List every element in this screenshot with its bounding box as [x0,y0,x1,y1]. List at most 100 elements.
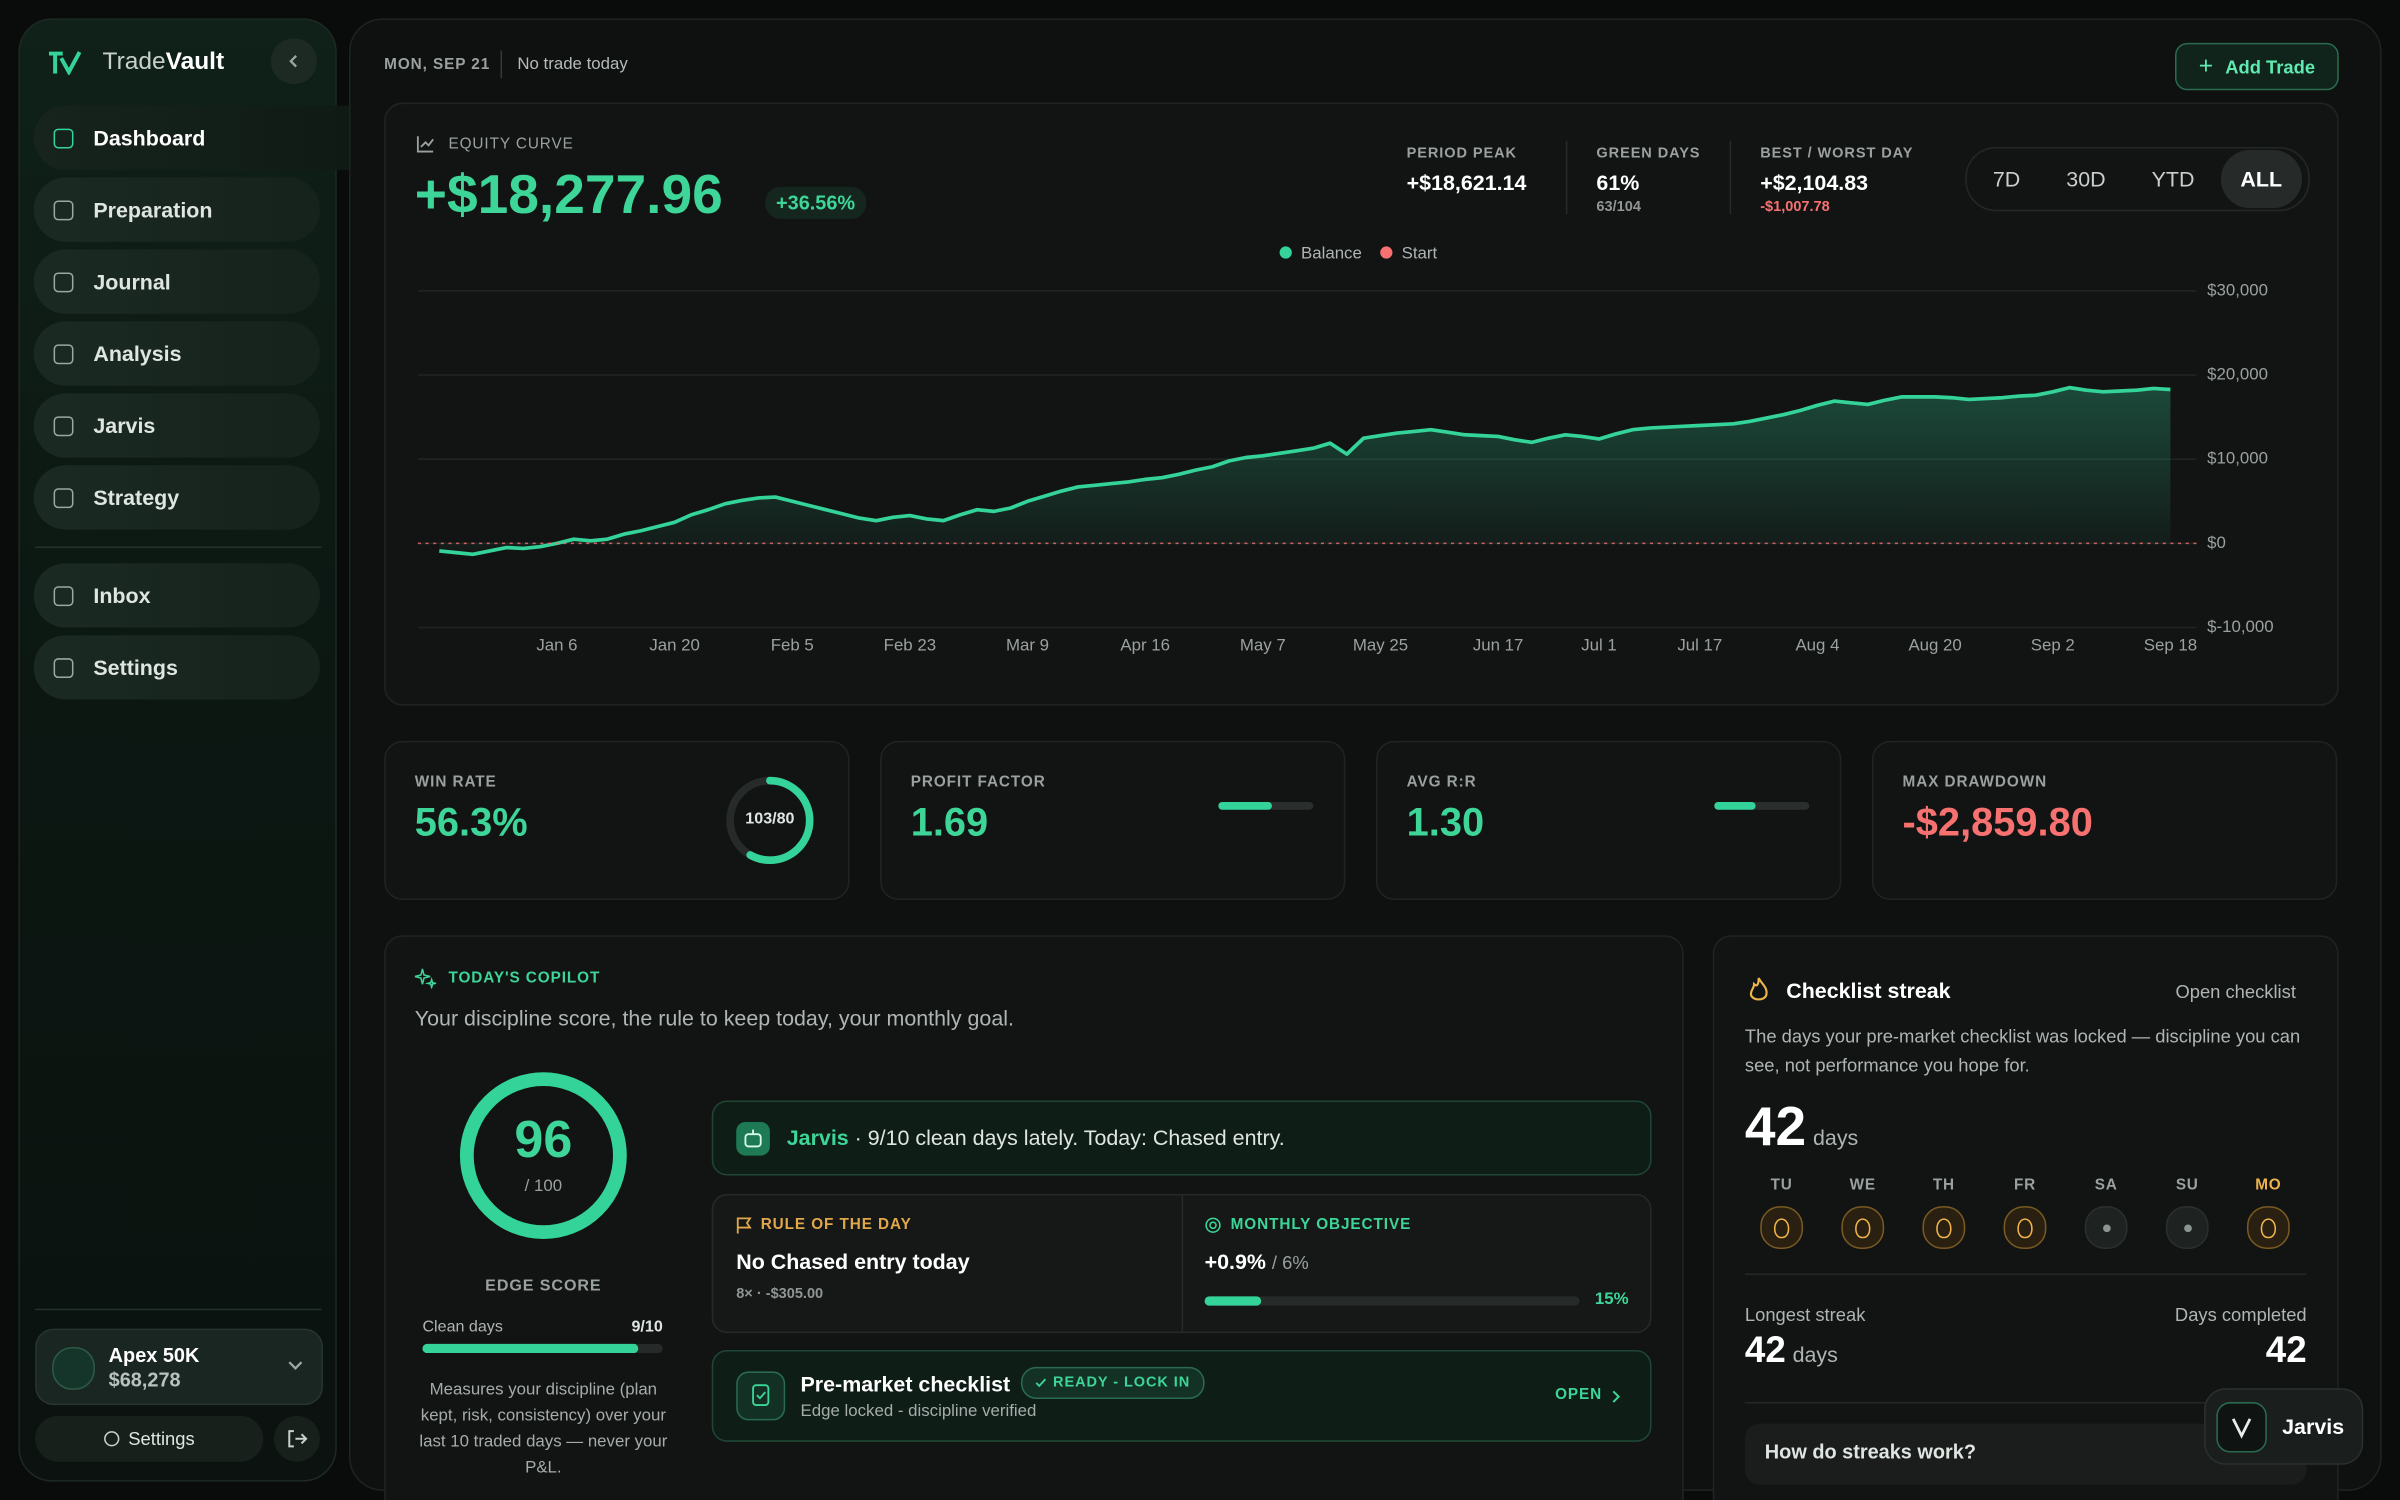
rule-label: RULE OF THE DAY [760,1216,912,1234]
nav-label: Analysis [93,341,182,366]
area [439,387,2171,555]
copilot-title: TODAY'S COPILOT [448,970,601,988]
checklist-badge-text: READY - LOCK IN [1053,1374,1191,1392]
metric-bar-fill [1218,802,1272,810]
nav-item[interactable]: Preparation [33,177,320,242]
equity-change: +36.56% [765,186,866,219]
flame-icon [1773,1217,1790,1238]
open-checklist-link[interactable]: Open checklist [2175,981,2296,1003]
day-done [1760,1206,1804,1249]
x-tick-label: Sep 2 [2031,635,2075,654]
collapse-button[interactable] [270,38,317,85]
stat-sub: 63/104 [1596,198,1641,216]
y-tick-label: $0 [2207,533,2226,552]
dot-icon [2102,1223,2110,1232]
nav-item[interactable]: Jarvis [33,393,320,458]
nav-icon [53,127,74,148]
checklist-banner[interactable]: Pre-market checklist READY - LOCK IN Edg… [711,1349,1652,1442]
logo [48,51,82,75]
dot-icon [2183,1223,2192,1232]
streak-day: SU [2165,1177,2209,1249]
objective-target: / 6% [1271,1252,1309,1274]
faq-text: How do streaks work? [1764,1440,1976,1464]
nav-item[interactable]: Inbox [33,563,320,628]
nav-icon [53,585,74,606]
range-button[interactable]: 30D [2066,166,2106,192]
range-button[interactable]: ALL [2220,149,2302,209]
metric-label: MAX DRAWDOWN [1902,774,2048,792]
checklist-title: Pre-market checklist [800,1371,1011,1396]
clean-days-label: Clean days [422,1317,503,1337]
streak-unit: days [1813,1124,1859,1150]
metric-value: -$2,859.80 [1902,798,2093,845]
range-button[interactable]: YTD [2151,166,2195,192]
flame-icon [2260,1217,2277,1238]
logout-button[interactable] [273,1415,320,1462]
account-card[interactable]: Apex 50K $68,278 [35,1328,323,1406]
day-label: TH [1932,1177,1955,1194]
day-done [2246,1206,2290,1249]
day-off [2165,1206,2209,1249]
account-icon [52,1346,95,1390]
longest: 42 days [1745,1330,1838,1373]
metric-bar [1218,802,1314,810]
checklist-icon [736,1371,786,1421]
day-done [1841,1206,1885,1249]
target-icon [1205,1217,1221,1233]
day-done [1922,1206,1966,1249]
clean-days-fill [422,1343,639,1354]
nav-item[interactable]: Strategy [33,465,320,530]
legend-label: Start [1402,244,1438,263]
metric-bar [1714,802,1810,810]
stat-value: +$18,621.14 [1406,169,1527,195]
clean-days-track [422,1343,663,1354]
range-button[interactable]: 7D [1992,166,2021,192]
nav-icon [53,343,74,364]
metric-card [1871,740,2338,900]
settings-icon [103,1431,120,1447]
jarvis-text: · 9/10 clean days lately. Today: Chased … [854,1124,1285,1150]
rule-sub: 8× · -$305.00 [736,1285,824,1303]
checklist-badge: READY - LOCK IN [1020,1366,1204,1399]
day-label: SA [2094,1177,2118,1194]
longest-unit: days [1792,1342,1838,1367]
x-tick-label: Jul 17 [1677,635,1722,654]
objective-value: +0.9% / 6% [1205,1249,1309,1273]
streak-day: FR [2003,1177,2047,1249]
win-rate-ring-label: 103/80 [745,809,795,829]
nav-icon [53,487,74,508]
y-tick-label: $-10,000 [2207,617,2273,636]
checklist-open[interactable]: OPEN [1555,1386,1603,1404]
day-label: SU [2175,1177,2199,1194]
stat-value: +$2,104.83 [1760,169,1869,195]
win-rate-ring [724,774,816,866]
longest-value: 42 [1744,1330,1786,1372]
nav-icon [53,271,74,292]
day-label: WE [1849,1177,1876,1194]
jarvis-button[interactable]: Jarvis [2204,1388,2364,1465]
nav-label: Journal [93,269,171,294]
nav-item[interactable]: Analysis [33,321,320,386]
nav-item[interactable]: Journal [33,249,320,314]
day-label: MO [2255,1177,2282,1194]
y-tick-label: $30,000 [2207,280,2268,299]
nav-item[interactable]: Settings [33,635,320,700]
x-tick-label: Mar 9 [1006,635,1049,654]
nav-item[interactable]: Dashboard [33,105,349,170]
nav-label: Preparation [93,197,213,222]
date: MON, SEP 21 [384,56,491,74]
y-tick-label: $10,000 [2207,449,2268,468]
divider [1729,140,1732,215]
settings-button[interactable]: Settings [35,1415,264,1462]
divider [500,50,503,79]
streak-text: The days your pre-market checklist was l… [1744,1025,2301,1077]
nav-label: Inbox [93,583,151,608]
metric-card [880,740,1346,900]
metric-value: 1.69 [910,798,989,845]
divider [1181,1195,1184,1332]
account-balance: $68,278 [108,1368,181,1392]
divider [35,546,322,548]
add-trade-button[interactable]: + Add Trade [2174,42,2339,91]
edge-score: 96 [514,1111,573,1170]
jarvis-label: Jarvis [2282,1414,2345,1439]
